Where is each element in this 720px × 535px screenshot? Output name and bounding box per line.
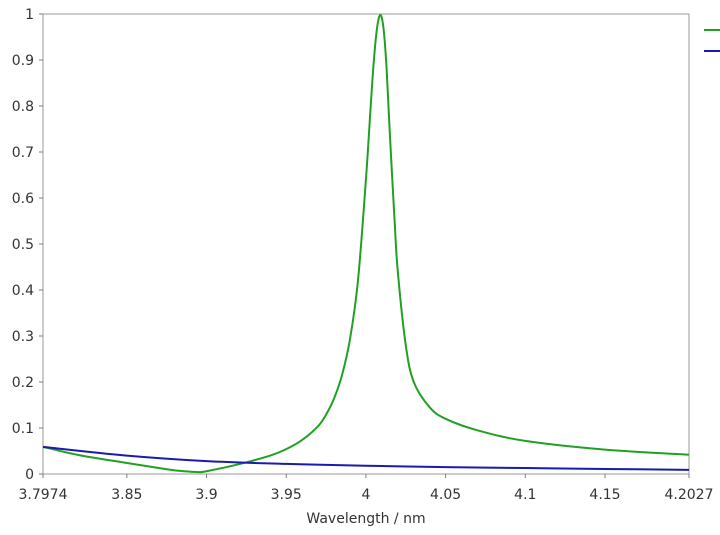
x-tick-label: 3.85 — [111, 487, 142, 503]
tick-labels: 3.7974 3.85 3.9 3.95 4 4.05 4.1 4.15 4.2027 0 0.1 0… — [12, 7, 714, 503]
y-tick-label: 0.7 — [12, 145, 34, 161]
x-axis-label: Wavelength / nm — [306, 511, 425, 527]
series-line-1 — [42, 13, 690, 474]
y-tick-label: 0.4 — [12, 283, 34, 299]
y-tick-label: 0 — [25, 467, 34, 483]
x-tick-label: 4 — [361, 487, 370, 503]
y-tick-label: 0.6 — [12, 191, 34, 207]
y-tick-label: 0.2 — [12, 375, 34, 391]
x-tick-label: 4.05 — [430, 487, 461, 503]
x-tick-label: 3.7974 — [19, 487, 68, 503]
y-tick-label: 0.1 — [12, 421, 34, 437]
x-tick-label: 3.95 — [271, 487, 302, 503]
legend — [704, 29, 720, 52]
y-tick-label: 0.3 — [12, 329, 34, 345]
y-tick-label: 0.8 — [12, 99, 34, 115]
series-line-2 — [42, 445, 690, 471]
plot-area — [42, 13, 690, 475]
y-tick-label: 0.5 — [12, 237, 34, 253]
y-tick-label: 0.9 — [12, 53, 34, 69]
y-tick-label: 1 — [25, 7, 34, 23]
x-tick-label: 3.9 — [195, 487, 217, 503]
axes — [39, 13, 690, 478]
x-tick-label: 4.15 — [589, 487, 620, 503]
x-tick-label: 4.2027 — [665, 487, 714, 503]
x-tick-label: 4.1 — [514, 487, 536, 503]
series-layer — [42, 13, 690, 474]
